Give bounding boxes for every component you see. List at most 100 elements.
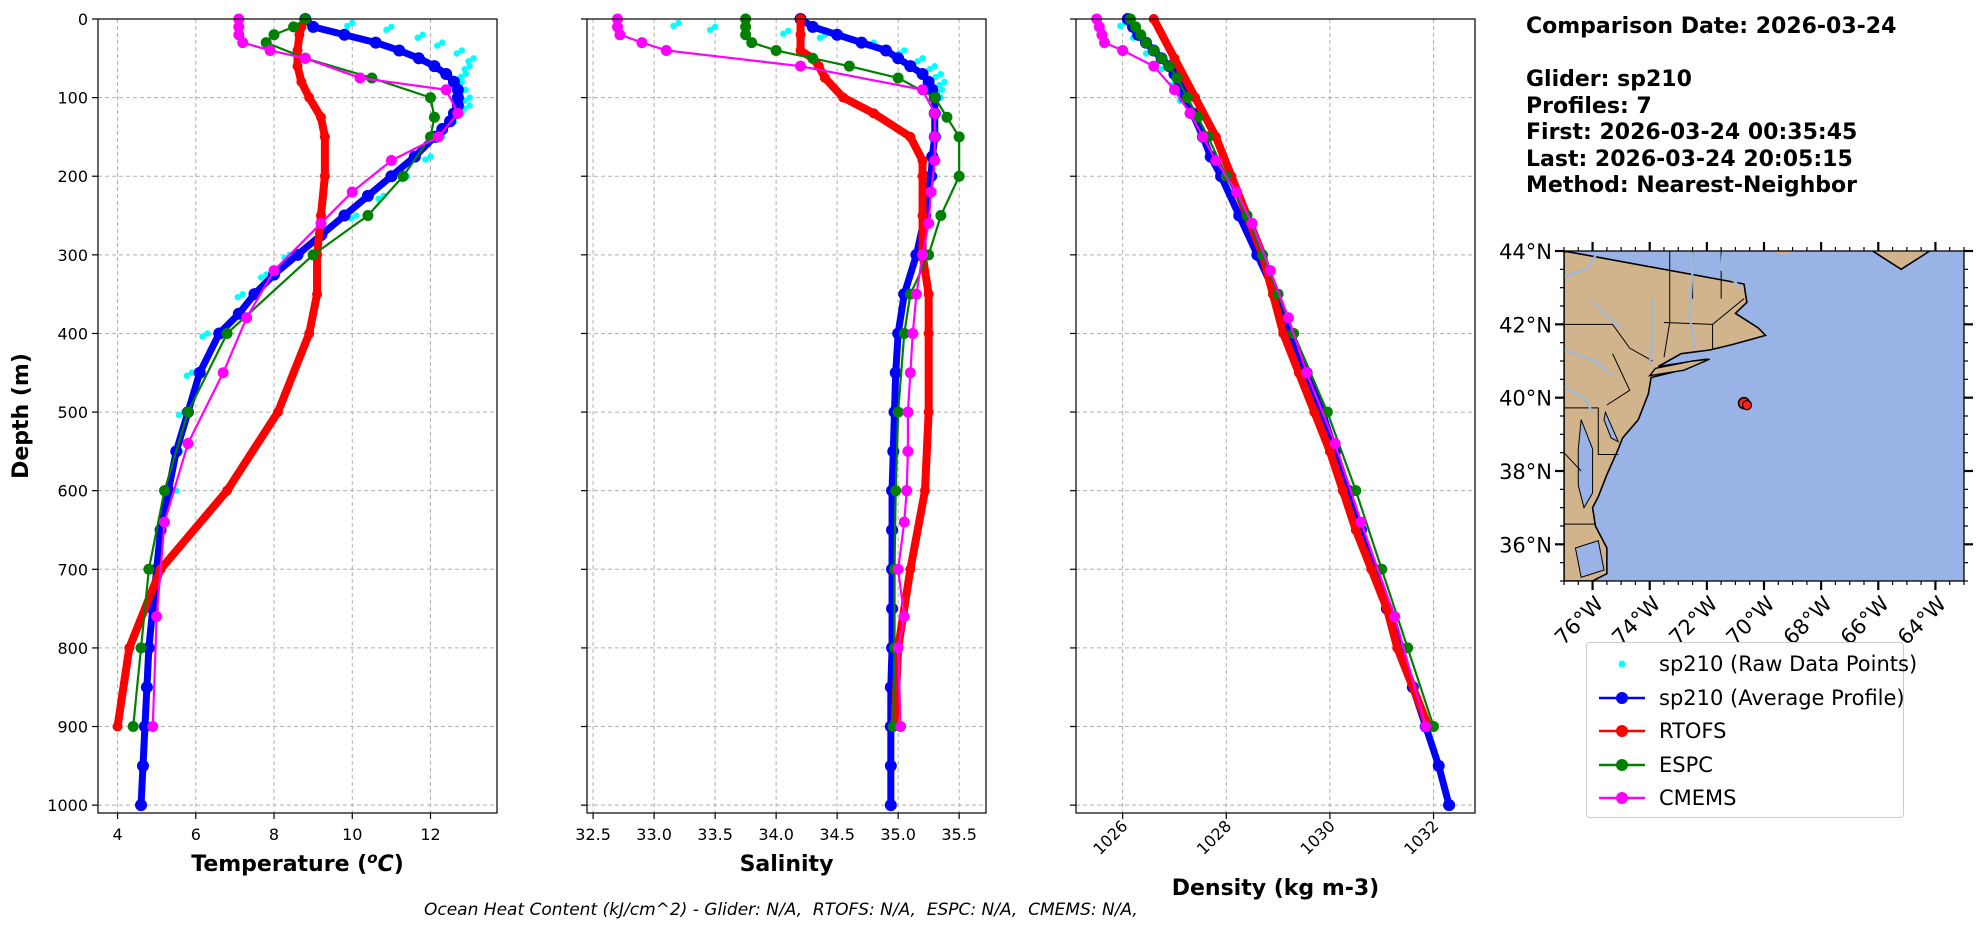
profile-marker (452, 107, 464, 119)
raw-point (422, 156, 429, 163)
profile-marker (884, 759, 897, 772)
profile-marker (1171, 72, 1183, 84)
x-tick-label: 4 (112, 825, 122, 844)
profile-marker (1231, 186, 1243, 198)
profile-marker (182, 438, 194, 450)
profile-marker (746, 37, 758, 49)
profile-marker (1293, 367, 1304, 378)
x-tick-label: 1030 (1297, 816, 1339, 858)
profile-marker (795, 45, 806, 56)
profile-marker (890, 485, 902, 497)
raw-point (466, 62, 473, 70)
raw-point (188, 369, 196, 376)
profile-marker (923, 217, 935, 229)
state-border (1564, 452, 1582, 472)
info-panel: Comparison Date: 2026-03-24 Glider: sp210… (1526, 14, 1896, 200)
profile-marker (428, 60, 441, 73)
profile-marker (127, 721, 139, 733)
profile-marker (315, 210, 326, 221)
profile-marker (312, 289, 323, 300)
profile-marker (1420, 721, 1432, 733)
profile-marker (923, 328, 934, 339)
profile-marker (1350, 524, 1361, 535)
profile-marker (892, 72, 904, 84)
profile-marker (917, 155, 928, 166)
profile-marker (292, 61, 303, 72)
raw-point (462, 86, 469, 93)
comparison-date: Comparison Date: 2026-03-24 (1526, 14, 1897, 39)
raw-point (470, 55, 477, 62)
raw-point (941, 78, 948, 86)
profile-marker (151, 610, 163, 622)
raw-point (670, 22, 677, 30)
profile-marker (268, 265, 280, 277)
location-map: 76°W 74°W 72°W 70°W 68°W 66°W 64°W 44°N 42°N 40°N… (1499, 240, 1973, 650)
raw-point (458, 47, 465, 54)
profile-marker (304, 328, 315, 339)
raw-point (711, 23, 719, 31)
profile-marker (917, 249, 929, 261)
profile-marker (614, 29, 626, 41)
profile-marker (740, 29, 752, 41)
latitude-label: 38°N (1499, 460, 1552, 484)
legend-label: RTOFS (1659, 719, 1727, 743)
raw-point (419, 31, 426, 38)
profile-marker (831, 28, 844, 41)
state-border (1564, 407, 1619, 455)
raw-point (914, 58, 921, 65)
profile-marker (193, 366, 206, 379)
profile-marker (902, 445, 914, 457)
raw-point (919, 55, 926, 62)
river (1648, 298, 1654, 365)
profile-marker (393, 44, 406, 57)
profile-marker (428, 111, 440, 123)
profile-marker (1210, 131, 1221, 142)
profile-marker (222, 485, 233, 496)
legend: sp210 (Raw Data Points) sp210 (Average Pr… (1586, 642, 1917, 818)
profile-marker (124, 642, 135, 653)
method: Method: Nearest-Neighbor (1526, 173, 1857, 198)
axes-frame (97, 18, 498, 814)
raw-point (931, 62, 938, 70)
nova-scotia (1871, 251, 1932, 271)
profile-marker (660, 44, 672, 56)
x-axis-label: Salinity (740, 852, 834, 877)
profile-marker (929, 155, 941, 167)
river (1719, 251, 1742, 289)
raw-point (234, 293, 241, 301)
profile-marker (112, 721, 123, 732)
profile-marker (385, 155, 397, 167)
profile-marker (1350, 485, 1362, 497)
legend-item: sp210 (Raw Data Points) (1597, 649, 1917, 679)
profile-marker (138, 720, 151, 733)
profile-marker (1168, 84, 1180, 96)
profile-marker (1392, 642, 1403, 653)
profile-marker (929, 92, 941, 104)
profile-marker (432, 131, 444, 143)
raw-point (199, 333, 206, 340)
profile-marker (159, 485, 170, 497)
profile-marker (294, 29, 305, 40)
raw-point (785, 27, 792, 34)
raw-point (466, 102, 473, 109)
profile-marker (296, 76, 307, 87)
raw-point (926, 65, 933, 73)
profile-marker (905, 131, 916, 142)
raw-point (352, 212, 360, 219)
raw-point (780, 30, 787, 37)
first-time: First: 2026-03-24 00:35:45 (1526, 120, 1858, 145)
profile-marker (1282, 312, 1294, 324)
profile-marker (307, 20, 320, 33)
legend-label: sp210 (Average Profile) (1659, 685, 1905, 710)
raw-point (458, 78, 465, 86)
raw-point (461, 65, 468, 73)
profile-marker (412, 52, 425, 65)
y-tick-label: 600 (57, 482, 88, 501)
profile-marker (1117, 44, 1129, 56)
profile-marker (884, 799, 897, 812)
profile-marker (1184, 107, 1196, 119)
raw-point (901, 47, 908, 54)
profile-marker (917, 210, 928, 221)
y-tick-label: 200 (57, 167, 88, 186)
x-tick-label: 1032 (1400, 816, 1442, 858)
